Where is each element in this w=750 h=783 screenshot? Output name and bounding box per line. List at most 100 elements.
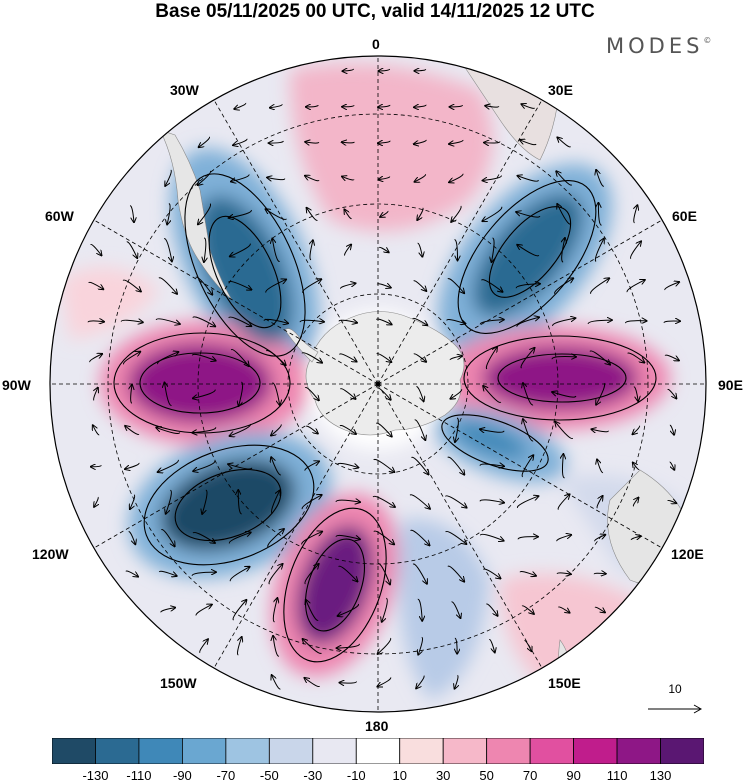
- wind-arrow-138: [192, 427, 217, 432]
- lon-label-120e: 120E: [671, 546, 704, 562]
- wind-arrow-232: [337, 643, 360, 648]
- wind-arrow-85: [120, 320, 143, 322]
- meridian-210: [212, 383, 379, 670]
- wind-arrow-190: [267, 529, 284, 548]
- wind-arrow-164: [521, 455, 533, 478]
- wind-arrow-18: [414, 139, 427, 144]
- wind-arrow-54: [204, 237, 206, 262]
- wind-arrow-105: [230, 349, 249, 367]
- wind-arrow-46: [482, 206, 503, 221]
- wind-arrow-192: [335, 534, 360, 539]
- wind-arrow-69: [158, 277, 177, 294]
- vector-scale-label: 10: [668, 682, 682, 696]
- wind-arrow-213: [556, 573, 571, 574]
- wind-arrow-5: [306, 105, 319, 107]
- colorbar-swatch-3: [181, 738, 227, 764]
- wind-arrow-93: [412, 317, 428, 325]
- wind-arrow-70: [195, 276, 213, 295]
- colorbar-label-13: 130: [649, 768, 672, 783]
- wind-arrow-47: [516, 212, 541, 218]
- wind-arrow-182: [557, 494, 569, 510]
- wind-arrow-6: [342, 105, 355, 107]
- wind-arrow-111: [449, 356, 462, 361]
- wind-arrow-26: [267, 177, 286, 179]
- wind-arrow-117: [664, 354, 679, 360]
- colorbar-swatch-7: [355, 738, 401, 764]
- wind-arrow-119: [131, 385, 132, 404]
- wind-arrow-202: [158, 570, 176, 576]
- wind-arrow-130: [523, 383, 534, 406]
- meridian-120: [377, 383, 664, 550]
- wind-arrow-243: [455, 674, 458, 688]
- wind-arrow-132: [596, 382, 606, 404]
- colorbar-swatch-10: [486, 738, 531, 764]
- wind-arrow-242: [416, 675, 425, 689]
- wind-arrow-186: [128, 531, 136, 545]
- wind-arrow-159: [337, 462, 359, 467]
- wind-arrow-196: [479, 533, 503, 540]
- wind-arrow-30: [414, 173, 427, 182]
- wind-arrow-75: [376, 284, 391, 288]
- colorbar-label-2: -90: [172, 768, 192, 783]
- wind-arrow-50: [634, 205, 638, 224]
- wind-arrow-144: [414, 419, 426, 440]
- wind-arrow-37: [167, 203, 170, 225]
- wind-arrow-98: [587, 320, 612, 325]
- wind-arrow-83: [664, 282, 679, 291]
- wind-arrow-183: [596, 496, 603, 509]
- wind-arrow-150: [633, 425, 641, 434]
- wind-arrow-173: [238, 490, 242, 515]
- wind-arrow-95: [479, 320, 504, 325]
- wind-arrow-87: [192, 316, 215, 326]
- wind-arrow-234: [418, 636, 424, 654]
- wind-arrow-3: [234, 102, 247, 109]
- map-border: [49, 55, 707, 713]
- colorbar-swatch-9: [442, 738, 488, 764]
- wind-arrow-157: [271, 457, 282, 476]
- colorbar-label-5: -30: [303, 768, 323, 783]
- wind-arrow-64: [562, 238, 565, 263]
- wind-arrow-16: [342, 142, 355, 143]
- colorbar-swatch-2: [138, 738, 183, 764]
- meridian-30: [377, 98, 544, 385]
- wind-arrow-227: [594, 606, 605, 612]
- wind-arrow-8: [414, 105, 427, 108]
- wind-arrow-48: [557, 204, 571, 225]
- colorbar-label-9: 50: [479, 768, 494, 783]
- antarctica-landmass: [305, 311, 465, 436]
- wind-arrow-187: [161, 529, 174, 547]
- wind-arrow-42: [344, 210, 352, 220]
- wind-arrow-180: [479, 500, 504, 503]
- wind-arrow-67: [88, 281, 104, 289]
- wind-arrow-143: [375, 422, 391, 436]
- wind-arrow-127: [416, 386, 423, 402]
- wind-arrow-96: [516, 317, 539, 327]
- wind-arrow-109: [376, 353, 392, 362]
- wind-arrow-79: [515, 284, 540, 289]
- colorbar-swatch-12: [573, 738, 618, 764]
- wind-arrow-74: [340, 283, 355, 289]
- colorbar-label-0: -130: [82, 768, 109, 783]
- wind-arrow-140: [271, 424, 282, 435]
- wind-arrow-165: [562, 454, 564, 479]
- colorbar-swatch-5: [268, 738, 314, 764]
- wind-arrow-188: [192, 531, 215, 543]
- wind-arrow-40: [266, 209, 287, 220]
- wind-arrow-32: [483, 175, 502, 180]
- wind-arrow-215: [160, 608, 175, 613]
- wind-arrow-61: [454, 239, 457, 261]
- wind-arrow-133: [633, 386, 638, 401]
- wind-arrow-0: [342, 69, 355, 71]
- wind-arrow-207: [338, 565, 358, 581]
- wind-arrow-9: [450, 105, 463, 107]
- wind-arrow-175: [301, 495, 322, 510]
- wind-arrow-66: [630, 241, 642, 260]
- colorbar-swatch-14: [660, 738, 704, 764]
- wind-arrow-174: [271, 491, 280, 514]
- wind-arrow-168: [669, 461, 675, 470]
- colorbar-swatch-8: [399, 738, 444, 764]
- wind-arrow-128: [450, 388, 463, 399]
- wind-arrow-76: [413, 280, 427, 291]
- colorbar-swatch-1: [95, 738, 140, 764]
- wind-arrow-172: [202, 489, 208, 514]
